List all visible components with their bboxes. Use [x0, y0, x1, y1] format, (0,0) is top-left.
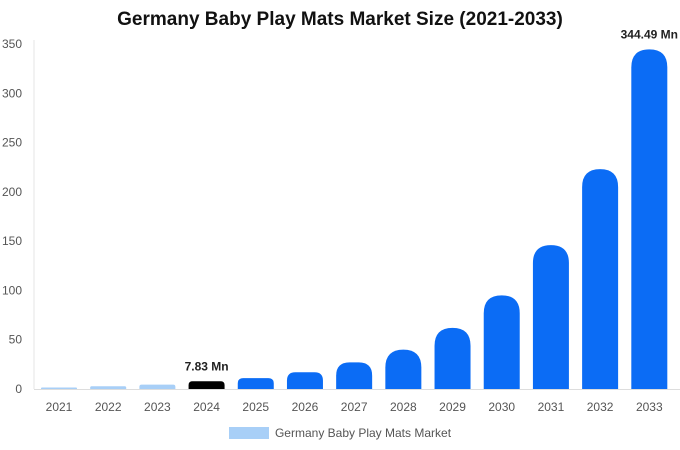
y-axis: 0 50 100 150 200 250 300 350 — [2, 37, 35, 396]
bar-2031 — [532, 245, 569, 389]
data-label: 7.83 Mn — [185, 359, 229, 373]
bar-2024 — [188, 381, 225, 389]
x-tick-label: 2023 — [144, 400, 171, 414]
data-labels: 7.83 Mn 344.49 Mn — [185, 27, 678, 373]
bar-2021 — [41, 387, 77, 389]
y-tick-label: 250 — [2, 136, 22, 150]
bar-2033 — [631, 49, 668, 390]
bar-2030 — [483, 295, 520, 389]
y-tick-label: 150 — [2, 234, 22, 248]
x-tick-label: 2025 — [242, 400, 269, 414]
x-tick-label: 2033 — [636, 400, 663, 414]
x-tick-label: 2027 — [341, 400, 368, 414]
x-tick-label: 2024 — [193, 400, 220, 414]
bar-2022 — [90, 386, 127, 389]
data-label: 344.49 Mn — [621, 27, 678, 41]
bar-2032 — [582, 169, 619, 389]
bar-2025 — [237, 378, 274, 389]
bar-2026 — [286, 372, 323, 389]
x-tick-label: 2031 — [538, 400, 565, 414]
bars — [41, 49, 668, 390]
x-tick-label: 2029 — [439, 400, 466, 414]
bar-2027 — [336, 362, 373, 389]
chart-title: Germany Baby Play Mats Market Size (2021… — [117, 9, 563, 30]
x-axis: 2021 2022 2023 2024 2025 2026 2027 2028 2029 2030… — [34, 389, 680, 414]
bar-2028 — [385, 349, 422, 389]
y-tick-label: 100 — [2, 283, 22, 297]
x-tick-label: 2030 — [488, 400, 515, 414]
y-tick-label: 200 — [2, 185, 22, 199]
legend-label: Germany Baby Play Mats Market — [274, 426, 452, 440]
x-tick-label: 2022 — [95, 400, 122, 414]
x-tick-label: 2021 — [46, 400, 73, 414]
x-tick-label: 2028 — [390, 400, 417, 414]
y-tick-label: 300 — [2, 86, 22, 100]
bar-2029 — [434, 327, 471, 389]
legend-swatch — [228, 427, 269, 439]
y-tick-label: 0 — [15, 382, 22, 396]
legend: Germany Baby Play Mats Market — [0, 426, 680, 440]
x-tick-label: 2032 — [587, 400, 614, 414]
bar-2023 — [139, 384, 176, 389]
y-tick-label: 350 — [2, 37, 22, 51]
x-tick-label: 2026 — [292, 400, 319, 414]
y-tick-label: 50 — [9, 333, 23, 347]
